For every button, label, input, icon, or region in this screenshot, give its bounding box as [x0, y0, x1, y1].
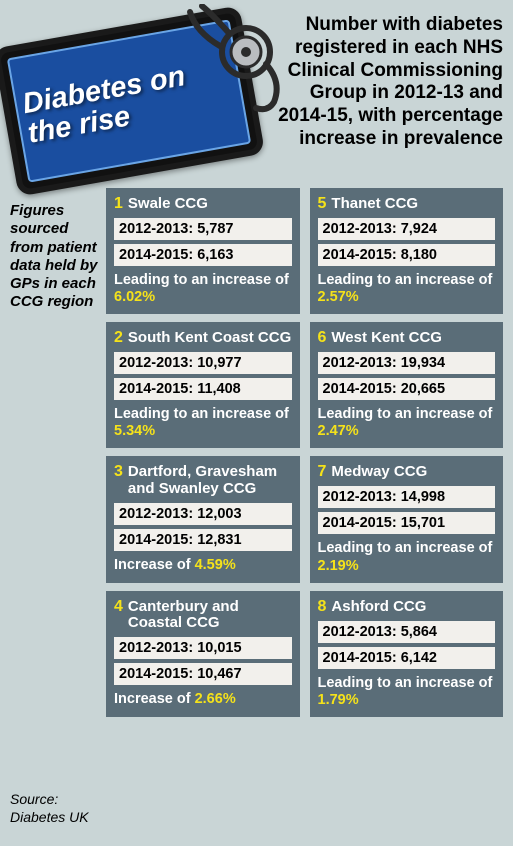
card-ccg-name: Canterbury and Coastal CCG [128, 599, 292, 633]
card-ccg-name: Dartford, Gravesham and Swanley CCG [128, 464, 292, 498]
stat-2014-2015: 2014-2015: 10,467 [114, 663, 292, 685]
increase-text: Increase of 2.66% [114, 689, 292, 708]
stat-2014-2015: 2014-2015: 6,163 [114, 244, 292, 266]
card-rank: 1 [114, 195, 123, 213]
card-title: 8Ashford CCG [318, 598, 496, 617]
card-title: 5Thanet CCG [318, 195, 496, 214]
increase-text: Leading to an increase of 2.57% [318, 270, 496, 306]
card-rank: 5 [318, 195, 327, 213]
ccg-card: 8Ashford CCG 2012-2013: 5,864 2014-2015: 6… [310, 591, 504, 717]
increase-text: Leading to an increase of 2.47% [318, 404, 496, 440]
stat-2014-2015: 2014-2015: 15,701 [318, 512, 496, 534]
increase-text: Leading to an increase of 2.19% [318, 538, 496, 574]
card-title: 2 South Kent Coast CCG [114, 329, 292, 348]
increase-text: Leading to an increase of 5.34% [114, 404, 292, 440]
ccg-card: 4 Canterbury and Coastal CCG 2012-2013: 10… [106, 591, 300, 717]
ccg-card: 7Medway CCG 2012-2013: 14,998 2014-2015: 1… [310, 456, 504, 582]
stat-2012-2013: 2012-2013: 14,998 [318, 486, 496, 508]
cards-grid: 1 Swale CCG 2012-2013: 5,787 2014-2015: 6,1… [106, 188, 503, 836]
card-ccg-name: West Kent CCG [331, 330, 442, 347]
stat-2014-2015: 2014-2015: 20,665 [318, 378, 496, 400]
increase-percent: 1.79% [318, 692, 359, 708]
body-row: Figures sourced from patient data held b… [10, 188, 503, 836]
increase-phrase: Leading to an increase of [318, 540, 493, 556]
stat-2012-2013: 2012-2013: 12,003 [114, 503, 292, 525]
infographic-page: Diabetes on the rise Number with diabete… [0, 0, 513, 846]
stat-2012-2013: 2012-2013: 10,015 [114, 637, 292, 659]
card-rank: 2 [114, 329, 123, 347]
increase-percent: 4.59% [195, 557, 236, 573]
increase-percent: 2.57% [318, 289, 359, 305]
card-rank: 3 [114, 463, 123, 481]
card-title: 7Medway CCG [318, 463, 496, 482]
ccg-card: 6West Kent CCG 2012-2013: 19,934 2014-2015… [310, 322, 504, 448]
card-rank: 6 [318, 329, 327, 347]
card-ccg-name: Swale CCG [128, 196, 208, 213]
stat-2014-2015: 2014-2015: 11,408 [114, 378, 292, 400]
increase-text: Leading to an increase of 6.02% [114, 270, 292, 306]
source-note: Source: Diabetes UK [10, 791, 98, 826]
figures-note: Figures sourced from patient data held b… [10, 202, 98, 312]
card-title: 4 Canterbury and Coastal CCG [114, 598, 292, 634]
increase-percent: 6.02% [114, 289, 155, 305]
increase-phrase: Leading to an increase of [114, 406, 289, 422]
intro-text: Number with diabetes registered in each … [260, 8, 503, 186]
increase-phrase: Leading to an increase of [318, 406, 493, 422]
card-ccg-name: Thanet CCG [331, 196, 418, 213]
stat-2014-2015: 2014-2015: 6,142 [318, 647, 496, 669]
stat-2014-2015: 2014-2015: 8,180 [318, 244, 496, 266]
increase-phrase: Leading to an increase of [318, 675, 493, 691]
card-rank: 7 [318, 463, 327, 481]
increase-percent: 5.34% [114, 423, 155, 439]
header-row: Diabetes on the rise Number with diabete… [10, 8, 503, 186]
increase-text: Leading to an increase of 1.79% [318, 673, 496, 709]
stat-2012-2013: 2012-2013: 19,934 [318, 352, 496, 374]
stat-2012-2013: 2012-2013: 7,924 [318, 218, 496, 240]
stat-2012-2013: 2012-2013: 10,977 [114, 352, 292, 374]
tablet-illustration: Diabetes on the rise [10, 8, 252, 186]
card-ccg-name: Ashford CCG [331, 599, 426, 616]
stat-2012-2013: 2012-2013: 5,864 [318, 621, 496, 643]
card-title: 1 Swale CCG [114, 195, 292, 214]
ccg-card: 2 South Kent Coast CCG 2012-2013: 10,977 20… [106, 322, 300, 448]
increase-phrase: Increase of [114, 691, 195, 707]
increase-percent: 2.19% [318, 558, 359, 574]
card-rank: 8 [318, 598, 327, 616]
increase-percent: 2.47% [318, 423, 359, 439]
increase-phrase: Increase of [114, 557, 195, 573]
increase-text: Increase of 4.59% [114, 555, 292, 574]
card-title: 6West Kent CCG [318, 329, 496, 348]
card-rank: 4 [114, 598, 123, 616]
increase-phrase: Leading to an increase of [114, 272, 289, 288]
increase-phrase: Leading to an increase of [318, 272, 493, 288]
card-ccg-name: Medway CCG [331, 464, 427, 481]
ccg-card: 3 Dartford, Gravesham and Swanley CCG 2012… [106, 456, 300, 582]
ccg-card: 5Thanet CCG 2012-2013: 7,924 2014-2015: 8,… [310, 188, 504, 314]
stat-2012-2013: 2012-2013: 5,787 [114, 218, 292, 240]
card-title: 3 Dartford, Gravesham and Swanley CCG [114, 463, 292, 499]
card-ccg-name: South Kent Coast CCG [128, 330, 291, 347]
ccg-card: 1 Swale CCG 2012-2013: 5,787 2014-2015: 6,1… [106, 188, 300, 314]
stethoscope-icon [178, 4, 288, 114]
increase-percent: 2.66% [195, 691, 236, 707]
side-column: Figures sourced from patient data held b… [10, 188, 98, 836]
stat-2014-2015: 2014-2015: 12,831 [114, 529, 292, 551]
